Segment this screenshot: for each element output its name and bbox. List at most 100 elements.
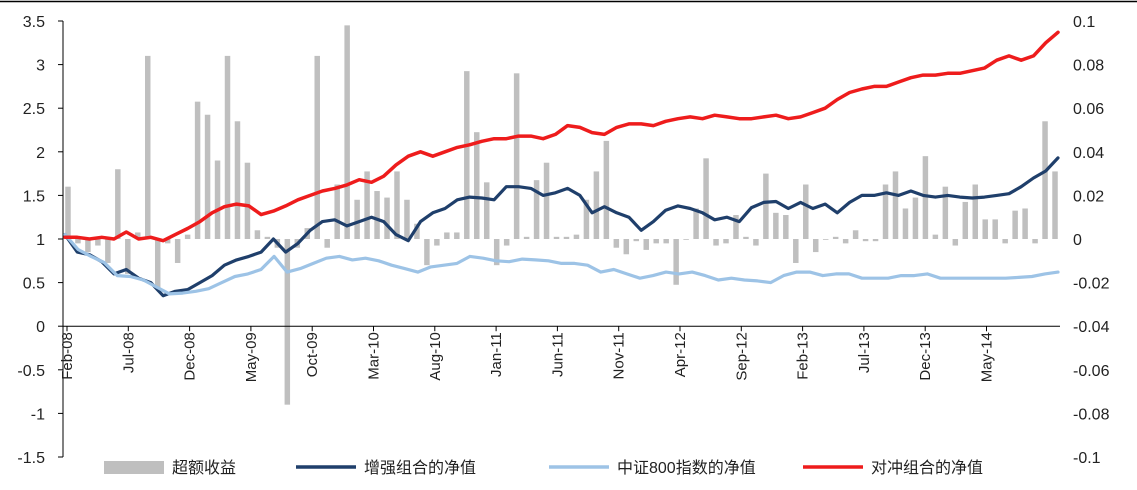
bar bbox=[773, 212, 779, 239]
bar bbox=[553, 236, 560, 239]
left-y-tick-label: 3.5 bbox=[23, 14, 45, 31]
bar bbox=[444, 232, 450, 239]
bar bbox=[852, 230, 859, 239]
bar bbox=[563, 236, 570, 239]
bar bbox=[354, 199, 360, 239]
bar bbox=[204, 114, 211, 239]
bar bbox=[952, 239, 959, 246]
left-y-tick-label: 0.5 bbox=[23, 276, 45, 293]
x-tick-label: Mar-10 bbox=[366, 332, 383, 380]
bar bbox=[573, 234, 580, 239]
bar bbox=[842, 239, 849, 244]
bar bbox=[982, 219, 988, 239]
left-y-tick-label: -1 bbox=[31, 406, 45, 423]
bar bbox=[334, 184, 340, 239]
bar bbox=[414, 223, 420, 239]
bar bbox=[693, 208, 699, 239]
x-tick-label: Aug-10 bbox=[427, 332, 444, 380]
bar bbox=[65, 186, 71, 239]
bar bbox=[503, 239, 510, 246]
bar bbox=[224, 55, 231, 239]
bar bbox=[194, 101, 201, 239]
bar bbox=[972, 184, 978, 239]
right-y-tick-label: -0.1 bbox=[1073, 450, 1101, 467]
bar bbox=[753, 239, 759, 246]
right-y-tick-label: -0.06 bbox=[1073, 363, 1110, 380]
bar bbox=[912, 197, 919, 239]
x-tick-label: Feb-13 bbox=[795, 332, 812, 380]
bar bbox=[95, 239, 101, 246]
right-y-tick-label: 0.08 bbox=[1073, 58, 1104, 75]
bar bbox=[424, 239, 430, 266]
legend-label: 超额收益 bbox=[172, 459, 236, 477]
bar bbox=[653, 239, 659, 244]
bar bbox=[125, 239, 131, 274]
right-y-tick-label: 0 bbox=[1073, 232, 1082, 249]
bar bbox=[942, 186, 949, 239]
bar bbox=[115, 169, 121, 239]
bar bbox=[1042, 121, 1048, 239]
bar bbox=[822, 239, 829, 240]
x-tick-label: Jul-13 bbox=[856, 332, 873, 373]
right-y-tick-label: -0.02 bbox=[1073, 276, 1110, 293]
bar bbox=[384, 197, 390, 239]
bar bbox=[184, 234, 191, 239]
bar bbox=[404, 199, 410, 239]
bar bbox=[673, 239, 679, 285]
bar bbox=[284, 239, 291, 405]
bar bbox=[244, 162, 251, 239]
bar bbox=[1012, 210, 1018, 239]
bar bbox=[603, 140, 610, 239]
bar bbox=[135, 232, 141, 239]
bar bbox=[454, 232, 460, 239]
bar bbox=[922, 156, 929, 239]
left-y-tick-label: 2.5 bbox=[23, 101, 45, 118]
left-y-tick-label: 2 bbox=[36, 145, 45, 162]
bar bbox=[394, 171, 400, 239]
left-y-tick-label: 0 bbox=[36, 319, 45, 336]
right-y-tick-label: 0.02 bbox=[1073, 188, 1104, 205]
legend-label: 中证800指数的净值 bbox=[617, 459, 756, 477]
bar bbox=[513, 73, 520, 239]
right-y-tick-label: -0.04 bbox=[1073, 319, 1110, 336]
bar bbox=[643, 239, 649, 250]
bar bbox=[483, 182, 490, 239]
bar bbox=[164, 239, 171, 244]
left-y-tick-label: 3 bbox=[36, 58, 45, 75]
axis-layer: -1.5 -1 -0.5 0 0.5 1 1.5 2 2.5 3 3.5 -0.1 -0.08 -0.06… bbox=[17, 14, 1109, 467]
bar bbox=[145, 55, 151, 239]
bar bbox=[1002, 239, 1008, 244]
bar bbox=[1032, 239, 1038, 244]
series-line bbox=[63, 156, 1060, 298]
bar bbox=[613, 239, 620, 248]
bar bbox=[892, 171, 899, 239]
bar bbox=[733, 215, 739, 239]
bar bbox=[105, 239, 111, 263]
legend-label: 增强组合的净值 bbox=[364, 459, 476, 477]
right-y-tick-label: 0.1 bbox=[1073, 14, 1095, 31]
bar bbox=[862, 239, 869, 242]
bar bbox=[234, 121, 241, 239]
x-tick-label: May-14 bbox=[979, 332, 996, 382]
bar bbox=[683, 239, 689, 240]
bar bbox=[793, 239, 799, 263]
bar bbox=[374, 191, 380, 239]
x-tick-label: Dec-13 bbox=[917, 332, 934, 380]
left-y-tick-label: -0.5 bbox=[17, 363, 45, 380]
bars-layer bbox=[65, 25, 1058, 405]
right-y-tick-label: 0.06 bbox=[1073, 101, 1104, 118]
bar bbox=[723, 239, 729, 244]
series-line bbox=[63, 233, 1060, 296]
bar bbox=[663, 239, 669, 244]
bar bbox=[324, 239, 330, 248]
bar bbox=[543, 162, 550, 239]
bar bbox=[992, 219, 998, 239]
bar bbox=[464, 71, 470, 239]
bar bbox=[1052, 171, 1058, 239]
x-tick-label: Apr-12 bbox=[672, 332, 689, 377]
bar bbox=[493, 239, 500, 266]
bar bbox=[763, 173, 769, 239]
x-tick-label: Jan-11 bbox=[488, 332, 505, 377]
